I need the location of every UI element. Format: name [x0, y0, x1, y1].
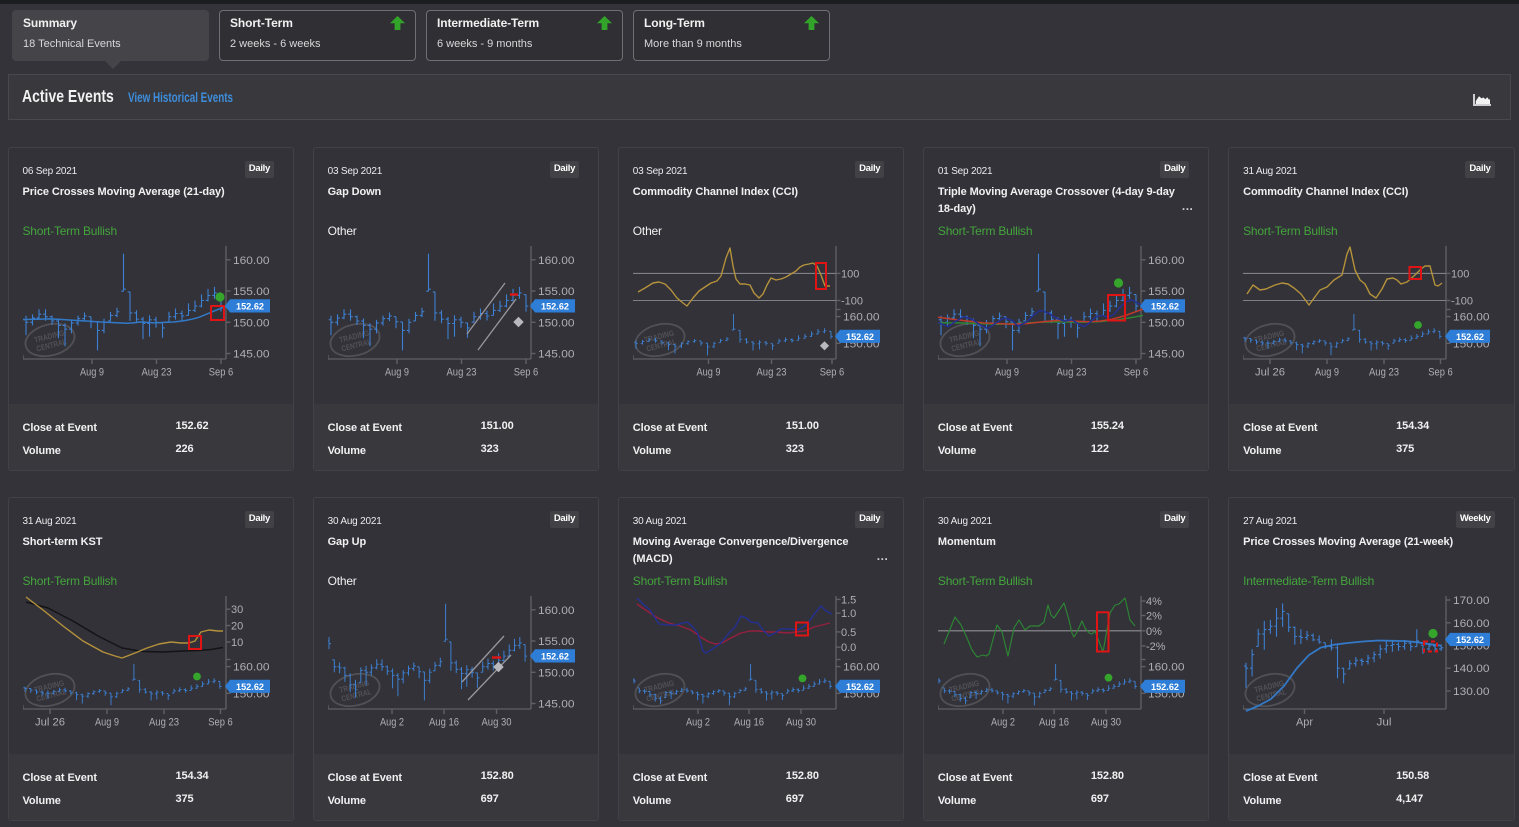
svg-text:Aug 2: Aug 2: [686, 716, 710, 728]
svg-text:152.62: 152.62: [846, 681, 874, 692]
svg-text:Jul 26: Jul 26: [1255, 366, 1285, 378]
svg-text:-100: -100: [1451, 295, 1473, 307]
svg-text:0%: 0%: [1146, 625, 1162, 637]
svg-text:100: 100: [841, 268, 859, 280]
svg-text:152.62: 152.62: [1456, 331, 1484, 342]
svg-text:152.62: 152.62: [236, 681, 264, 692]
svg-text:145.00: 145.00: [1148, 348, 1185, 360]
svg-text:Apr: Apr: [1296, 716, 1313, 728]
svg-text:160.00: 160.00: [538, 254, 575, 266]
svg-text:155.00: 155.00: [1148, 286, 1185, 298]
svg-text:Aug 16: Aug 16: [429, 716, 459, 728]
svg-text:152.62: 152.62: [1151, 301, 1179, 312]
svg-text:160.00: 160.00: [1148, 661, 1185, 673]
svg-text:Aug 23: Aug 23: [1056, 366, 1086, 378]
svg-text:160.00: 160.00: [843, 661, 880, 673]
svg-text:152.62: 152.62: [541, 651, 569, 662]
svg-text:160.00: 160.00: [1453, 311, 1490, 323]
svg-text:130.00: 130.00: [1453, 686, 1490, 698]
svg-text:1.5: 1.5: [841, 596, 856, 606]
svg-text:Aug 23: Aug 23: [141, 366, 171, 378]
svg-text:140.00: 140.00: [1453, 663, 1490, 675]
svg-text:145.00: 145.00: [233, 348, 270, 360]
svg-text:30: 30: [231, 604, 243, 616]
svg-text:4%: 4%: [1146, 596, 1162, 608]
svg-text:10: 10: [231, 637, 243, 649]
svg-text:0.0: 0.0: [841, 642, 856, 654]
svg-text:Aug 16: Aug 16: [734, 716, 764, 728]
svg-text:152.62: 152.62: [1151, 681, 1179, 692]
svg-text:Aug 30: Aug 30: [1091, 716, 1121, 728]
svg-text:Aug 9: Aug 9: [1315, 366, 1339, 378]
svg-text:Aug 23: Aug 23: [446, 366, 476, 378]
svg-text:0.5: 0.5: [841, 626, 856, 638]
svg-text:150.00: 150.00: [1148, 317, 1185, 329]
svg-text:155.00: 155.00: [538, 286, 575, 298]
svg-text:150.00: 150.00: [538, 317, 575, 329]
svg-text:Aug 30: Aug 30: [481, 716, 511, 728]
svg-text:Jul: Jul: [1377, 716, 1392, 728]
svg-text:Aug 9: Aug 9: [80, 366, 104, 378]
svg-text:Aug 30: Aug 30: [786, 716, 816, 728]
svg-text:Aug 9: Aug 9: [995, 366, 1019, 378]
svg-text:170.00: 170.00: [1453, 596, 1490, 607]
svg-text:-2%: -2%: [1146, 640, 1166, 652]
svg-text:Aug 9: Aug 9: [385, 366, 409, 378]
svg-text:1.0: 1.0: [841, 608, 856, 620]
svg-text:Sep 6: Sep 6: [208, 716, 233, 728]
svg-text:Sep 6: Sep 6: [820, 366, 845, 378]
svg-text:145.00: 145.00: [538, 348, 575, 360]
svg-text:160.00: 160.00: [1453, 617, 1490, 629]
svg-text:Aug 23: Aug 23: [1369, 366, 1399, 378]
svg-text:-100: -100: [841, 295, 863, 307]
svg-text:160.00: 160.00: [233, 661, 270, 673]
svg-text:Aug 2: Aug 2: [380, 716, 404, 728]
svg-text:155.00: 155.00: [233, 286, 270, 298]
svg-text:20: 20: [231, 620, 243, 632]
svg-text:2%: 2%: [1146, 610, 1162, 622]
svg-text:150.00: 150.00: [538, 667, 575, 679]
svg-text:152.62: 152.62: [236, 301, 264, 312]
svg-text:Sep 6: Sep 6: [1124, 366, 1149, 378]
svg-text:Aug 9: Aug 9: [95, 716, 119, 728]
svg-text:Aug 2: Aug 2: [991, 716, 1015, 728]
svg-text:Sep 6: Sep 6: [513, 366, 538, 378]
svg-text:155.00: 155.00: [538, 636, 575, 648]
svg-text:Sep 6: Sep 6: [208, 366, 233, 378]
svg-text:160.00: 160.00: [538, 604, 575, 616]
svg-text:145.00: 145.00: [538, 698, 575, 710]
svg-text:Aug 23: Aug 23: [756, 366, 786, 378]
svg-text:152.62: 152.62: [846, 331, 874, 342]
svg-text:152.62: 152.62: [541, 301, 569, 312]
svg-text:160.00: 160.00: [233, 254, 270, 266]
svg-text:Aug 16: Aug 16: [1039, 716, 1069, 728]
svg-text:Jul 26: Jul 26: [35, 716, 65, 728]
svg-text:Aug 23: Aug 23: [149, 716, 179, 728]
svg-text:150.00: 150.00: [233, 317, 270, 329]
svg-text:160.00: 160.00: [843, 311, 880, 323]
svg-text:160.00: 160.00: [1148, 254, 1185, 266]
svg-text:Sep 6: Sep 6: [1428, 366, 1453, 378]
svg-text:152.62: 152.62: [1456, 635, 1484, 646]
svg-text:Aug 9: Aug 9: [696, 366, 720, 378]
svg-text:100: 100: [1451, 268, 1469, 280]
